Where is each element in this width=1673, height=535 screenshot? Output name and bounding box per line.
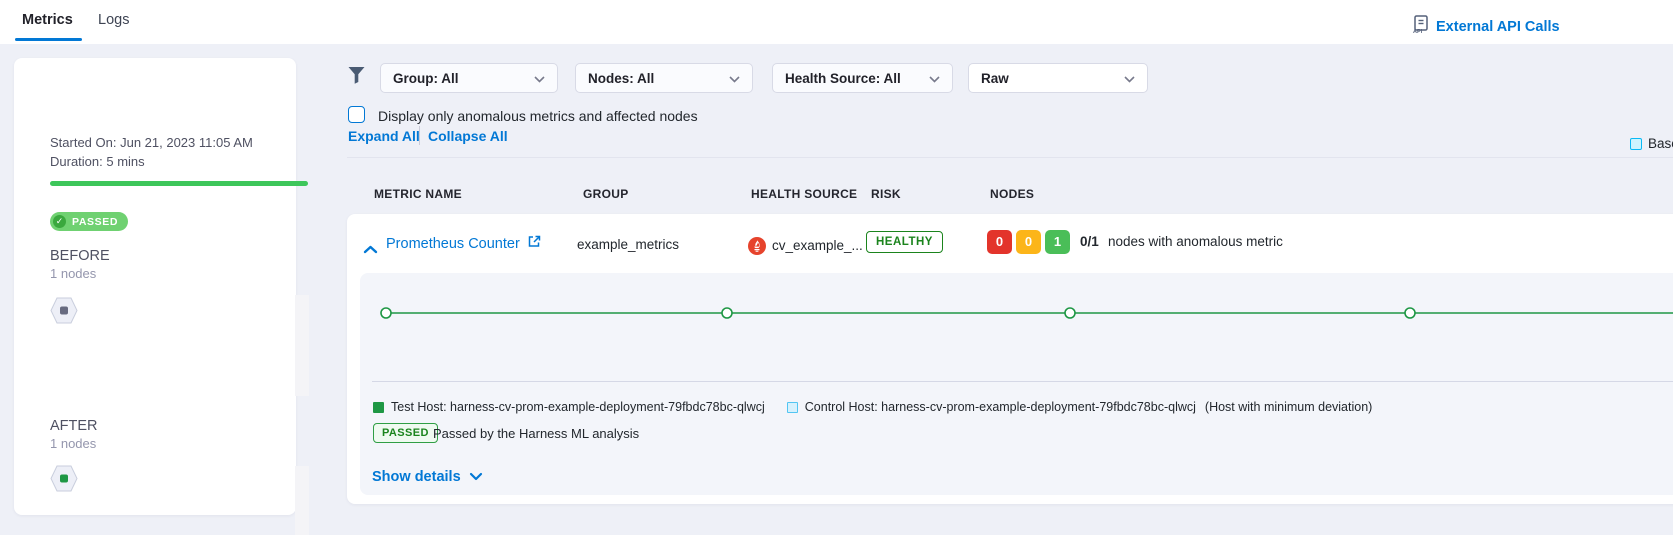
duration-text: Duration: 5 mins — [50, 154, 145, 169]
baseline-swatch-icon — [1630, 137, 1642, 150]
after-section-title: AFTER — [50, 418, 98, 434]
tab-metrics[interactable]: Metrics — [22, 12, 73, 28]
metric-sparkline — [380, 307, 1673, 319]
column-header-metric-name: METRIC NAME — [374, 187, 462, 201]
metric-row-card: Prometheus Counter example_metrics cv_ex… — [347, 214, 1673, 504]
healthy-count-badge: 1 — [1045, 230, 1070, 254]
column-header-nodes: NODES — [990, 187, 1035, 201]
started-on-text: Started On: Jun 21, 2023 11:05 AM — [50, 135, 253, 150]
after-node-hexagon-icon[interactable] — [50, 465, 78, 497]
chart-axis-line — [372, 381, 1673, 382]
column-header-risk: RISK — [871, 187, 901, 201]
check-icon: ✓ — [53, 215, 66, 228]
before-node-hexagon-icon[interactable] — [50, 297, 78, 329]
api-document-icon: API — [1412, 15, 1429, 38]
chevron-down-icon — [929, 71, 940, 86]
prometheus-icon — [748, 237, 766, 260]
nodes-ratio: 0/1 — [1080, 234, 1099, 249]
group-filter-dropdown[interactable]: Group: All — [380, 63, 558, 93]
before-section-title: BEFORE — [50, 248, 110, 264]
control-host-label: Control Host: harness-cv-prom-example-de… — [804, 400, 1196, 414]
health-source-filter-dropdown[interactable]: Health Source: All — [772, 63, 953, 93]
chevron-down-icon — [729, 71, 740, 86]
before-nodes-scrollbar[interactable] — [295, 295, 309, 396]
filter-icon — [347, 66, 366, 89]
chart-legend: Test Host: harness-cv-prom-example-deplo… — [373, 400, 1372, 414]
external-api-calls-label: External API Calls — [1436, 18, 1560, 35]
column-header-group: GROUP — [583, 187, 629, 201]
test-host-swatch-icon — [373, 401, 384, 413]
before-node-count: 1 nodes — [50, 266, 97, 281]
metric-analysis-panel: Test Host: harness-cv-prom-example-deplo… — [360, 273, 1673, 495]
tab-logs[interactable]: Logs — [98, 12, 130, 28]
control-host-note: (Host with minimum deviation) — [1204, 400, 1373, 414]
column-header-health-source: HEALTH SOURCE — [751, 187, 858, 201]
ml-verdict-badge: PASSED — [373, 423, 438, 443]
after-nodes-scrollbar[interactable] — [295, 466, 309, 535]
after-node-count: 1 nodes — [50, 436, 97, 451]
status-badge: ✓ PASSED — [50, 212, 128, 231]
external-api-calls-link[interactable]: API External API Calls — [1412, 15, 1560, 38]
expand-all-link[interactable]: Expand All — [348, 128, 420, 144]
anomalous-only-checkbox[interactable] — [348, 106, 365, 123]
verification-progress-bar — [50, 181, 308, 186]
nodes-filter-dropdown[interactable]: Nodes: All — [575, 63, 753, 93]
anomalous-count-badge: 0 — [987, 230, 1012, 254]
node-count-badges: 0 0 1 — [987, 230, 1070, 254]
chevron-down-icon — [469, 469, 483, 485]
active-tab-underline — [15, 38, 82, 41]
test-host-label: Test Host: harness-cv-prom-example-deplo… — [391, 400, 765, 414]
chevron-down-icon — [1124, 71, 1135, 86]
external-link-icon — [528, 235, 541, 252]
show-details-link[interactable]: Show details — [372, 469, 483, 485]
health-source-value: cv_example_... — [772, 238, 863, 253]
test-summary-card: Started On: Jun 21, 2023 11:05 AM Durati… — [14, 58, 309, 535]
baseline-legend: Base — [1630, 136, 1673, 151]
chevron-down-icon — [534, 71, 545, 86]
header-divider — [347, 157, 1673, 158]
collapse-row-chevron-up-icon[interactable] — [363, 241, 378, 259]
top-bar: Metrics Logs API External API Calls — [0, 0, 1673, 44]
warning-count-badge: 0 — [1016, 230, 1041, 254]
svg-text:API: API — [1413, 29, 1423, 34]
collapse-all-link[interactable]: Collapse All — [428, 128, 508, 144]
data-type-dropdown[interactable]: Raw — [968, 63, 1148, 93]
nodes-summary-text: nodes with anomalous metric — [1108, 234, 1283, 249]
anomalous-only-checkbox-label[interactable]: Display only anomalous metrics and affec… — [378, 108, 698, 124]
ml-verdict-text: Passed by the Harness ML analysis — [433, 426, 640, 441]
risk-status-badge: HEALTHY — [866, 231, 943, 253]
link-separator — [419, 126, 420, 145]
metric-group-value: example_metrics — [577, 237, 680, 252]
control-host-swatch-icon — [786, 401, 798, 413]
metric-name-link[interactable]: Prometheus Counter — [386, 235, 541, 252]
